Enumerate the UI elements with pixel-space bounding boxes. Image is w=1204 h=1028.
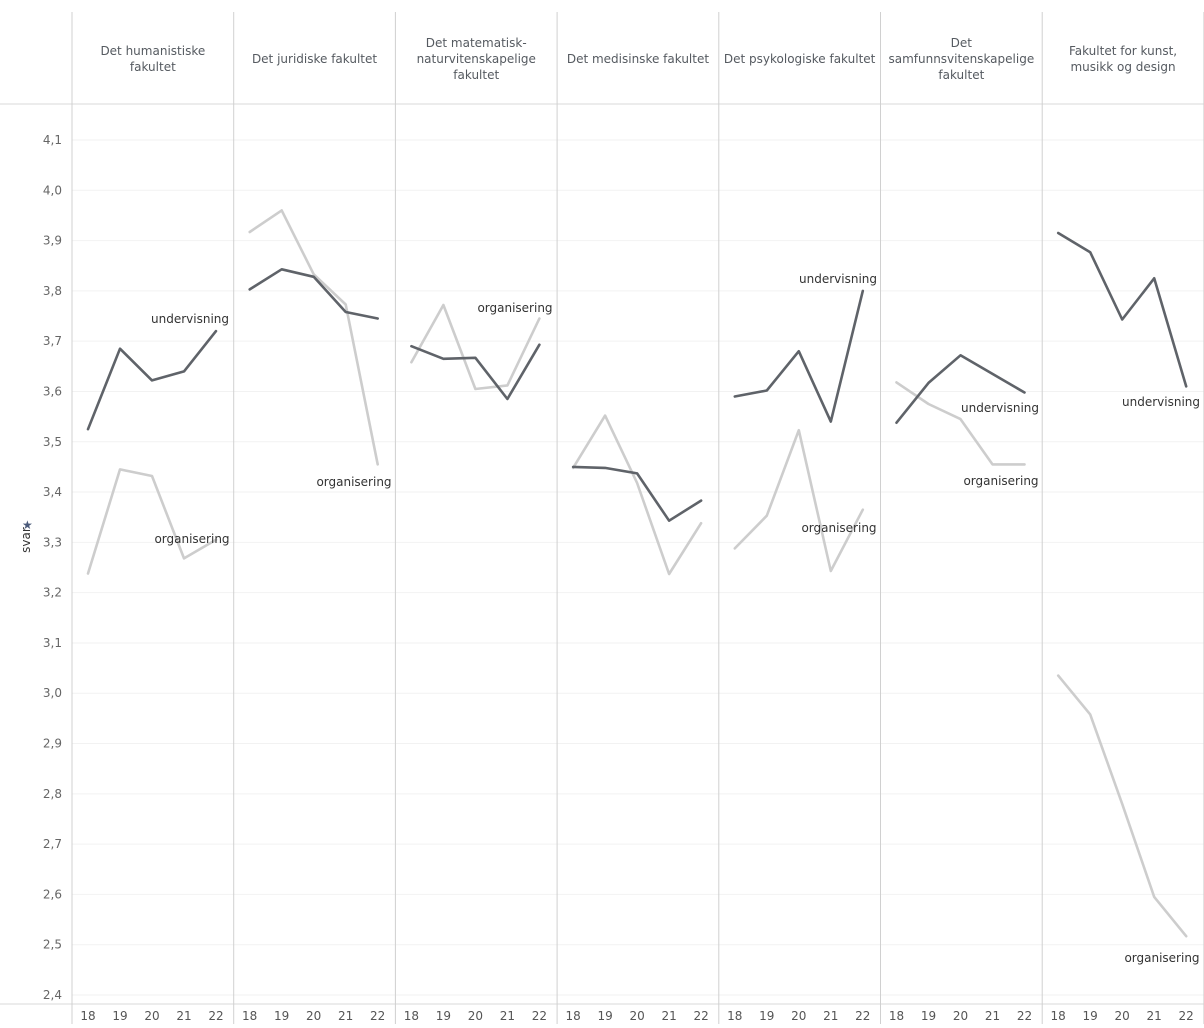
series-line-organisering [88, 469, 216, 573]
x-tick-label: 18 [1051, 1009, 1066, 1023]
panel-title: Det matematisk-naturvitenskapelige fakul… [395, 14, 557, 104]
series-line-organisering [573, 416, 701, 574]
y-tick-label: 3,1 [43, 636, 62, 650]
series-line-organisering [250, 210, 378, 464]
series-end-label-undervisning: undervisning [799, 272, 877, 286]
series-line-organisering [735, 430, 863, 571]
x-tick-label: 22 [1017, 1009, 1032, 1023]
series-line-undervisning [573, 467, 701, 521]
y-tick-label: 2,6 [43, 887, 62, 901]
x-tick-label: 18 [404, 1009, 419, 1023]
series-line-organisering [897, 382, 1025, 464]
x-tick-label: 21 [176, 1009, 191, 1023]
x-tick-label: 20 [144, 1009, 159, 1023]
x-tick-label: 18 [242, 1009, 257, 1023]
series-end-label-undervisning: undervisning [1122, 395, 1200, 409]
y-tick-label: 3,0 [43, 686, 62, 700]
x-tick-label: 21 [500, 1009, 515, 1023]
series-end-label-undervisning: undervisning [151, 312, 229, 326]
panel-title: Fakultet for kunst, musikk og design [1042, 14, 1204, 104]
y-tick-label: 3,8 [43, 284, 62, 298]
x-tick-label: 18 [889, 1009, 904, 1023]
x-tick-label: 20 [791, 1009, 806, 1023]
x-tick-label: 20 [306, 1009, 321, 1023]
x-tick-label: 22 [532, 1009, 547, 1023]
x-tick-label: 21 [985, 1009, 1000, 1023]
x-tick-label: 22 [208, 1009, 223, 1023]
x-tick-label: 19 [921, 1009, 936, 1023]
x-tick-label: 19 [436, 1009, 451, 1023]
x-tick-label: 19 [759, 1009, 774, 1023]
series-end-label-undervisning: undervisning [961, 401, 1039, 415]
series-line-undervisning [735, 291, 863, 422]
y-axis-title: svar [18, 505, 34, 585]
x-tick-label: 20 [953, 1009, 968, 1023]
panel-title: Det samfunnsvitenskapelige fakultet [881, 14, 1043, 104]
series-end-label-organisering: organisering [801, 521, 876, 535]
x-tick-label: 20 [629, 1009, 644, 1023]
y-tick-label: 3,5 [43, 435, 62, 449]
x-tick-label: 22 [1179, 1009, 1194, 1023]
y-tick-label: 3,4 [43, 485, 62, 499]
y-tick-label: 3,9 [43, 234, 62, 248]
y-tick-label: 3,2 [43, 586, 62, 600]
x-tick-label: 19 [597, 1009, 612, 1023]
x-tick-label: 22 [370, 1009, 385, 1023]
x-tick-label: 18 [80, 1009, 95, 1023]
y-tick-label: 4,0 [43, 183, 62, 197]
series-end-label-organisering: organisering [316, 475, 391, 489]
series-line-undervisning [1058, 233, 1186, 386]
panel-title: Det juridiske fakultet [234, 14, 396, 104]
y-tick-label: 3,7 [43, 334, 62, 348]
x-tick-label: 21 [1147, 1009, 1162, 1023]
x-tick-label: 21 [823, 1009, 838, 1023]
y-tick-label: 4,1 [43, 133, 62, 147]
panel-title: Det psykologiske fakultet [719, 14, 881, 104]
x-tick-label: 18 [727, 1009, 742, 1023]
panel-title: Det medisinske fakultet [557, 14, 719, 104]
x-tick-label: 21 [661, 1009, 676, 1023]
series-line-undervisning [411, 345, 539, 399]
x-tick-label: 18 [565, 1009, 580, 1023]
panel-title: Det humanistiske fakultet [72, 14, 234, 104]
x-tick-label: 22 [855, 1009, 870, 1023]
y-tick-label: 2,7 [43, 837, 62, 851]
x-tick-label: 22 [693, 1009, 708, 1023]
series-end-label-organisering: organisering [1124, 951, 1199, 965]
series-end-label-organisering: organisering [477, 301, 552, 315]
pin-icon[interactable]: ★ [22, 518, 33, 532]
y-tick-label: 2,9 [43, 737, 62, 751]
x-tick-label: 20 [468, 1009, 483, 1023]
series-line-undervisning [250, 269, 378, 318]
y-tick-label: 3,3 [43, 535, 62, 549]
series-line-organisering [1058, 676, 1186, 937]
series-end-label-organisering: organisering [154, 532, 229, 546]
x-tick-label: 19 [274, 1009, 289, 1023]
y-tick-label: 2,4 [43, 988, 62, 1002]
y-tick-label: 2,5 [43, 938, 62, 952]
x-tick-label: 20 [1115, 1009, 1130, 1023]
y-tick-label: 3,6 [43, 384, 62, 398]
y-tick-label: 2,8 [43, 787, 62, 801]
series-line-undervisning [88, 331, 216, 429]
x-tick-label: 19 [112, 1009, 127, 1023]
x-tick-label: 21 [338, 1009, 353, 1023]
series-end-label-organisering: organisering [963, 474, 1038, 488]
x-tick-label: 19 [1083, 1009, 1098, 1023]
